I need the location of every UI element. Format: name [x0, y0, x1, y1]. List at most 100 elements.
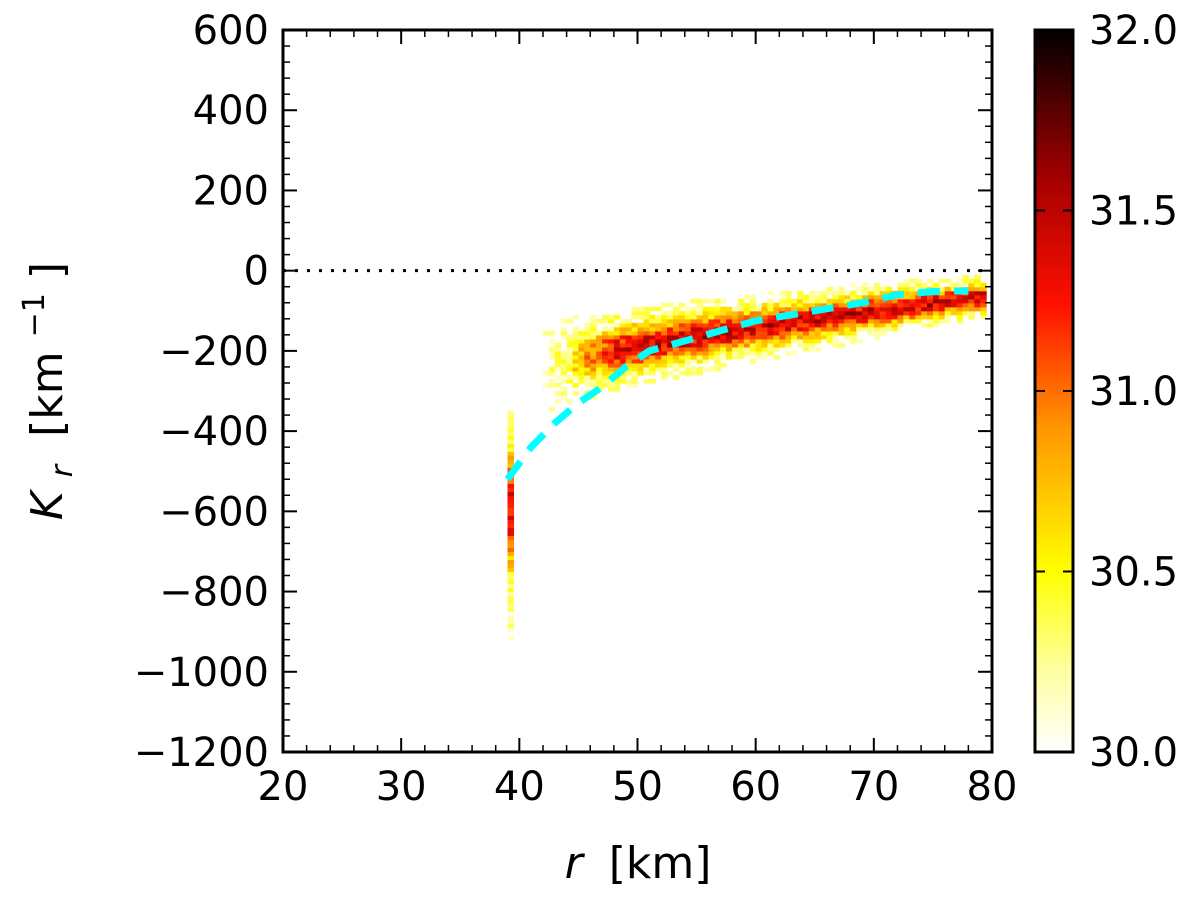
heatmap-cell	[932, 282, 940, 288]
heatmap-cell	[885, 302, 893, 308]
heatmap-cell	[732, 306, 739, 312]
heatmap-cell	[956, 314, 964, 320]
heatmap-cell	[637, 366, 645, 372]
colorbar-tick-label: 30.0	[1089, 730, 1178, 776]
heatmap-cell	[578, 370, 585, 376]
heatmap-cell	[667, 370, 674, 376]
heatmap-cell	[802, 310, 810, 316]
heatmap-cell	[927, 322, 934, 328]
heatmap-cell	[714, 362, 721, 368]
heatmap-cell	[726, 338, 733, 344]
heatmap-cell	[732, 338, 739, 344]
heatmap-cell	[631, 326, 639, 332]
heatmap-cell	[773, 322, 780, 328]
heatmap-cell	[619, 330, 627, 336]
heatmap-cell	[590, 322, 597, 328]
heatmap-cell	[548, 338, 556, 344]
heatmap-cell	[773, 346, 780, 352]
heatmap-cell	[602, 326, 609, 332]
heatmap-cell	[862, 310, 869, 316]
heatmap-cell	[578, 378, 585, 384]
heatmap-cell	[655, 318, 662, 324]
heatmap-cell	[607, 350, 615, 356]
heatmap-cell	[832, 294, 839, 300]
heatmap-cell	[785, 338, 792, 344]
heatmap-cell	[667, 358, 674, 364]
heatmap-cell	[696, 338, 704, 344]
heatmap-cell	[749, 334, 757, 340]
heatmap-cell	[566, 358, 574, 364]
heatmap-cell	[637, 370, 645, 376]
heatmap-cell	[785, 302, 792, 308]
heatmap-cell	[672, 362, 680, 368]
heatmap-cell	[761, 314, 769, 320]
heatmap-cell	[584, 370, 591, 376]
heatmap-cell	[696, 326, 704, 332]
heatmap-cell	[507, 443, 515, 448]
heatmap-cell	[690, 298, 698, 304]
x-axis-label: r [km]	[565, 838, 712, 889]
heatmap-cell	[767, 298, 774, 304]
heatmap-cell	[885, 314, 893, 320]
heatmap-cell	[649, 318, 656, 324]
heatmap-cell	[667, 302, 674, 308]
heatmap-cell	[714, 366, 721, 372]
heatmap-cell	[802, 338, 810, 344]
heatmap-cell	[678, 322, 686, 328]
heatmap-cell	[773, 330, 780, 336]
heatmap-cell	[578, 346, 585, 352]
heatmap-cell	[737, 298, 745, 304]
heatmap-cell	[767, 318, 774, 324]
colorbar-tick-label: 32.0	[1089, 8, 1178, 54]
heatmap-cell	[832, 306, 839, 312]
heatmap-cell	[903, 302, 910, 308]
heatmap-cell	[749, 326, 757, 332]
heatmap-cell	[684, 326, 692, 332]
heatmap-cell	[814, 294, 822, 300]
heatmap-cell	[720, 310, 727, 316]
heatmap-cell	[655, 342, 662, 348]
heatmap-cell	[507, 591, 515, 597]
heatmap-cell	[696, 334, 704, 340]
heatmap-cell	[661, 342, 668, 348]
heatmap-cell	[507, 491, 515, 496]
heatmap-cell	[761, 342, 769, 348]
heatmap-cell	[625, 358, 633, 364]
heatmap-cell	[690, 366, 698, 372]
heatmap-cell	[932, 302, 940, 308]
heatmap-cell	[714, 350, 721, 356]
heatmap-cell	[708, 346, 715, 352]
heatmap-cell	[566, 378, 574, 384]
heatmap-cell	[631, 362, 639, 368]
heatmap-cell	[808, 338, 816, 344]
heatmap-cell	[767, 350, 774, 356]
heatmap-cell	[909, 294, 916, 300]
heatmap-cell	[507, 623, 515, 629]
heatmap-cell	[962, 294, 969, 300]
heatmap-cell	[802, 314, 810, 320]
heatmap-cell	[613, 354, 621, 360]
heatmap-cell	[655, 362, 662, 368]
heatmap-cell	[962, 306, 969, 312]
colorbar-ticks: 30.0 30.5 31.0 31.5 32.0	[1035, 8, 1178, 776]
heatmap-cell	[667, 346, 674, 352]
heatmap-cell	[590, 354, 597, 360]
heatmap-cell	[755, 354, 763, 360]
heatmap-cell	[850, 314, 857, 320]
heatmap-cell	[779, 322, 786, 328]
heatmap-cell	[584, 366, 591, 372]
heatmap-cell	[696, 358, 704, 364]
heatmap-cell	[755, 334, 763, 340]
heatmap-cell	[832, 290, 839, 296]
heatmap-cell	[607, 354, 615, 360]
heatmap-cell	[820, 326, 828, 332]
heatmap-cell	[779, 338, 786, 344]
heatmap-cell	[820, 314, 828, 320]
heatmap-cell	[655, 350, 662, 356]
heatmap-cell	[507, 559, 515, 565]
heatmap-cell	[643, 362, 650, 368]
heatmap-cell	[684, 362, 692, 368]
heatmap-cell	[891, 322, 899, 328]
heatmap-cell	[613, 342, 621, 348]
heatmap-cell	[850, 322, 857, 328]
